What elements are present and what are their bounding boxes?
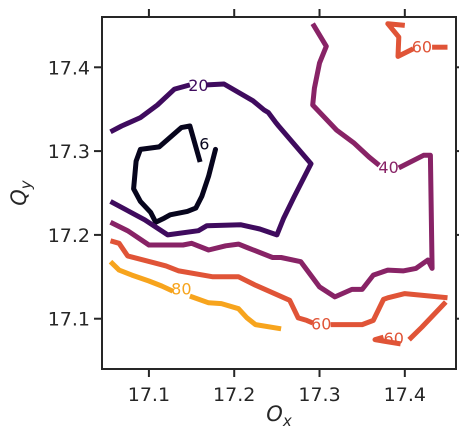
contour-line-60-seg-1 (109, 238, 314, 326)
axis-ticks: 17.1 17.2 17.3 17.4 17.1 17.2 17.3 17.4 (48, 9, 459, 406)
contour-line-20-seg-2 (109, 81, 314, 238)
x-tick-label: 17.3 (298, 384, 340, 406)
y-axis-label: Qy (7, 179, 35, 206)
x-axis-label: Ox (266, 402, 292, 427)
y-tick-label: 17.4 (48, 57, 90, 79)
contour-label-80: 80 (171, 280, 191, 299)
x-tick-label: 17.1 (128, 384, 170, 406)
contour-label-60: 60 (311, 315, 331, 334)
contour-line-80-seg-1 (108, 259, 174, 294)
contour-label-40: 40 (378, 158, 398, 177)
contour-label-6: 6 (199, 135, 209, 154)
contour-line-80-seg-2 (189, 293, 282, 332)
x-tick-label: 17.4 (384, 384, 426, 406)
contour-line-60-seg-5 (385, 21, 415, 59)
y-tick-label: 17.1 (48, 309, 90, 331)
contour-labels: 6 20 40 60 60 60 80 (171, 37, 432, 348)
x-tick-label: 17.2 (213, 384, 255, 406)
contour-line-6-seg-1 (131, 123, 218, 225)
y-tick-label: 17.3 (48, 141, 90, 163)
contour-line-40-seg-2 (109, 152, 435, 300)
contour-label-20: 20 (188, 76, 208, 95)
contour-line-20-seg-1 (109, 82, 191, 135)
contour-line-60-seg-3 (407, 300, 448, 342)
contour-line-40-seg-1 (310, 22, 381, 168)
y-tick-label: 17.2 (48, 225, 90, 247)
contour-line-60-seg-4 (372, 334, 402, 347)
contour-lines (108, 21, 448, 347)
contour-label-60: 60 (412, 37, 432, 56)
plot-frame (101, 16, 457, 370)
contour-label-60: 60 (384, 329, 404, 348)
contour-line-60-seg-2 (330, 291, 448, 328)
